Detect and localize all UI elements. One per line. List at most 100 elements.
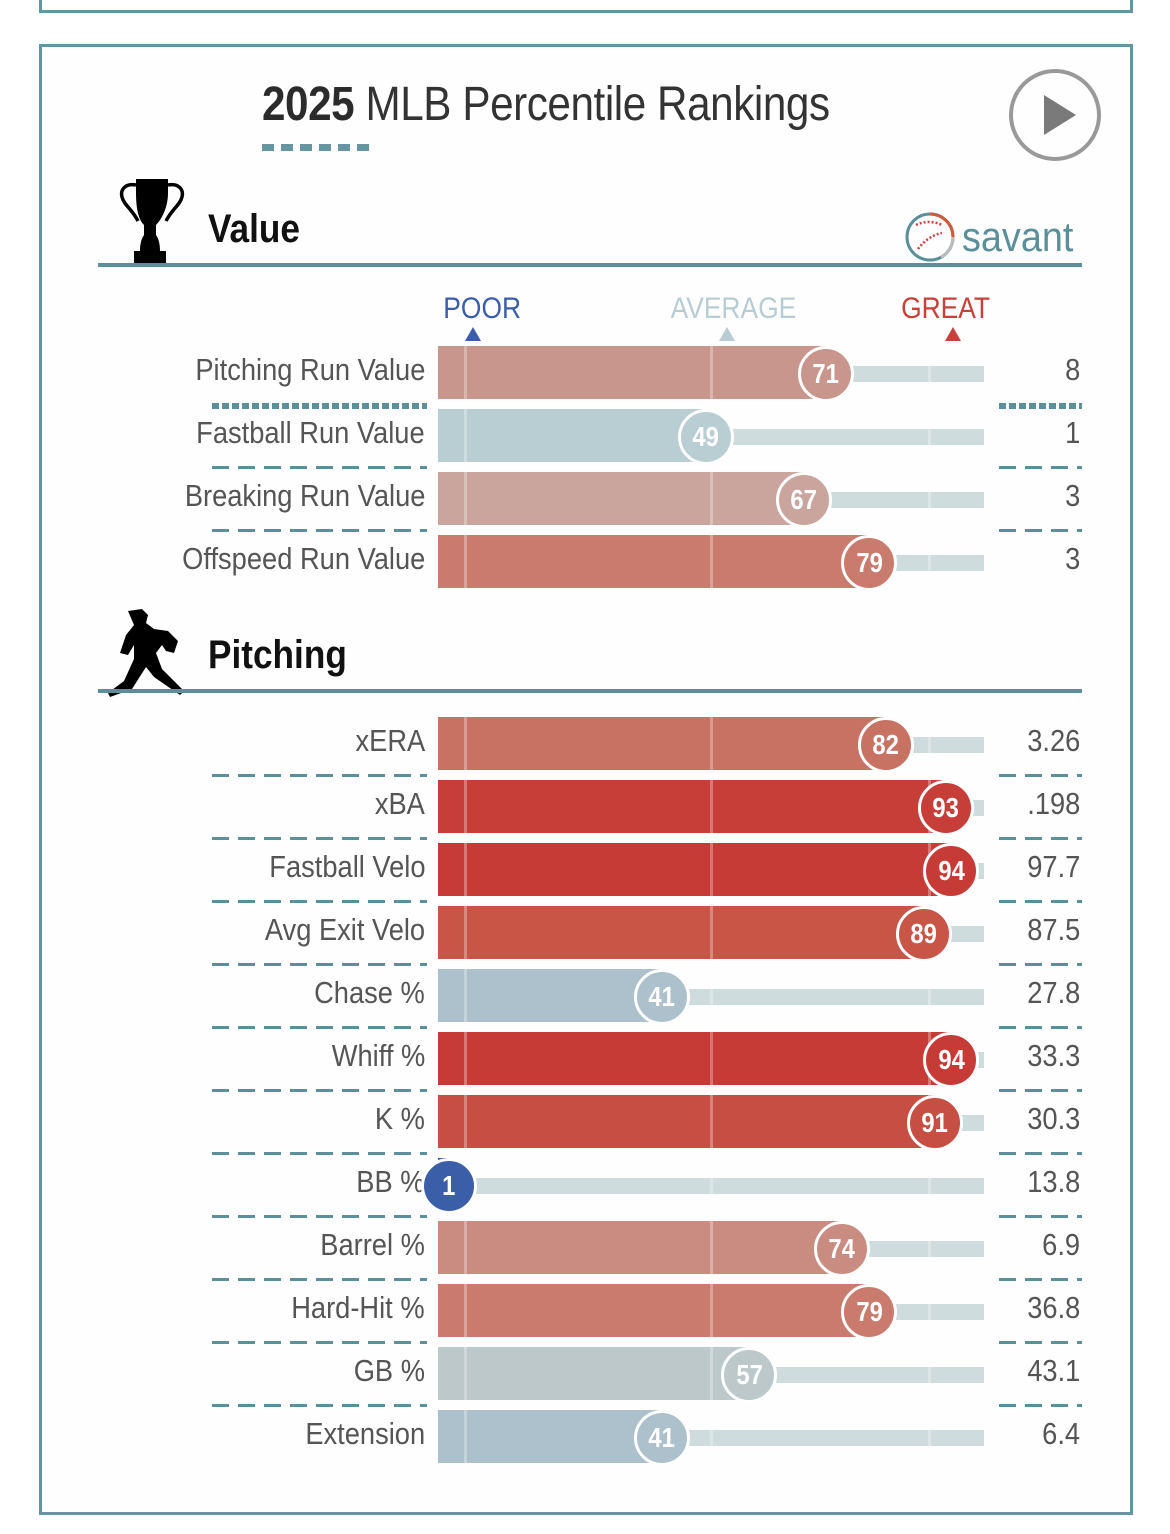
previous-card-edge — [39, 0, 1133, 13]
percentile-bubble: 49 — [677, 409, 734, 465]
gridline — [928, 969, 932, 1022]
metric-label: Hard-Hit % — [291, 1290, 425, 1325]
percentile-bar — [438, 1032, 952, 1085]
bar-track — [869, 555, 984, 571]
percentile-bar — [438, 346, 826, 399]
metric-value: 13.8 — [1026, 1164, 1080, 1199]
metric-value: 87.5 — [1026, 912, 1080, 947]
row-separator — [999, 466, 1082, 469]
gridline — [464, 717, 468, 770]
gridline — [928, 1284, 932, 1337]
metric-value: 3 — [1064, 478, 1080, 513]
gridline — [464, 1095, 468, 1148]
baseball-icon — [905, 212, 955, 262]
gridline — [464, 535, 468, 588]
metric-label: xBA — [374, 786, 425, 821]
row-separator — [999, 774, 1082, 777]
gridline — [464, 1410, 468, 1463]
gridline — [710, 906, 713, 959]
metric-value: 1 — [1064, 415, 1080, 450]
metric-label: Chase % — [314, 975, 425, 1010]
gridline — [710, 1347, 713, 1400]
percentile-bar — [438, 843, 952, 896]
gridline — [464, 409, 468, 462]
percentile-bubble: 74 — [814, 1221, 871, 1277]
row-separator — [999, 900, 1082, 903]
metric-label: Avg Exit Velo — [264, 912, 425, 947]
gridline — [710, 472, 713, 525]
great-marker-icon — [945, 327, 961, 341]
gridline — [464, 969, 468, 1022]
gridline — [710, 969, 713, 1022]
gridline — [464, 1221, 468, 1274]
percentile-bar — [438, 409, 706, 462]
percentile-bubble: 94 — [923, 1032, 980, 1088]
metric-value: 27.8 — [1026, 975, 1080, 1010]
metric-label: K % — [374, 1101, 425, 1136]
gridline — [928, 1158, 932, 1211]
row-separator — [999, 1026, 1082, 1029]
gridline — [464, 346, 468, 399]
row-separator — [212, 529, 427, 532]
metric-label: Whiff % — [331, 1038, 425, 1073]
gridline — [710, 717, 713, 770]
percentile-bubble: 67 — [775, 472, 832, 528]
percentile-bar — [438, 969, 662, 1022]
gridline — [928, 346, 932, 399]
row-separator — [999, 837, 1082, 840]
gridline — [710, 1410, 713, 1463]
percentile-bubble: 1 — [420, 1158, 477, 1214]
trophy-icon — [119, 179, 185, 265]
percentile-bubble: 91 — [906, 1095, 963, 1151]
savant-logo: savant — [904, 211, 1086, 263]
scale-label-poor: POOR — [443, 292, 522, 325]
percentile-bar — [438, 906, 924, 959]
pitcher-icon — [108, 609, 184, 697]
metric-label: Fastball Run Value — [196, 415, 425, 450]
row-separator — [212, 1341, 427, 1344]
row-separator — [999, 1278, 1082, 1281]
scale-label-great: GREAT — [901, 292, 991, 325]
percentile-bar — [438, 1410, 662, 1463]
gridline — [464, 1032, 468, 1085]
savant-wordmark: savant — [962, 213, 1074, 260]
row-separator — [212, 963, 427, 966]
bar-track — [803, 492, 984, 508]
gridline — [710, 535, 713, 588]
metric-label: Breaking Run Value — [184, 478, 425, 513]
gridline — [928, 717, 932, 770]
metric-value: 33.3 — [1026, 1038, 1080, 1073]
gridline — [710, 1095, 713, 1148]
section-divider-value — [98, 263, 1082, 267]
gridline — [710, 1032, 713, 1085]
metric-value: 30.3 — [1026, 1101, 1080, 1136]
metric-label: Barrel % — [320, 1227, 425, 1262]
gridline — [710, 843, 713, 896]
percentile-rankings-card: 2025 MLB Percentile Rankings Value savan… — [39, 44, 1133, 1515]
gridline — [464, 906, 468, 959]
metric-value: 3 — [1064, 541, 1080, 576]
section-title-pitching: Pitching — [208, 633, 347, 677]
row-separator — [212, 900, 427, 903]
bar-track — [749, 1367, 984, 1383]
row-separator — [212, 774, 427, 777]
average-marker-icon — [719, 327, 735, 341]
gridline — [710, 1221, 713, 1274]
gridline — [464, 780, 468, 833]
play-button[interactable] — [1009, 69, 1101, 161]
gridline — [928, 1347, 932, 1400]
metric-value: 6.4 — [1042, 1416, 1080, 1451]
row-separator — [212, 1026, 427, 1029]
percentile-bubble: 79 — [841, 535, 898, 591]
percentile-bubble: 82 — [857, 717, 914, 773]
metric-label: Fastball Velo — [268, 849, 425, 884]
row-separator — [999, 1152, 1082, 1155]
row-separator — [212, 403, 427, 409]
percentile-bubble: 71 — [797, 346, 854, 402]
row-separator — [999, 1341, 1082, 1344]
percentile-bubble: 93 — [917, 780, 974, 836]
bar-track — [661, 1430, 984, 1446]
percentile-bubble: 41 — [633, 969, 690, 1025]
row-separator — [999, 1404, 1082, 1407]
metric-value: 3.26 — [1026, 723, 1080, 758]
